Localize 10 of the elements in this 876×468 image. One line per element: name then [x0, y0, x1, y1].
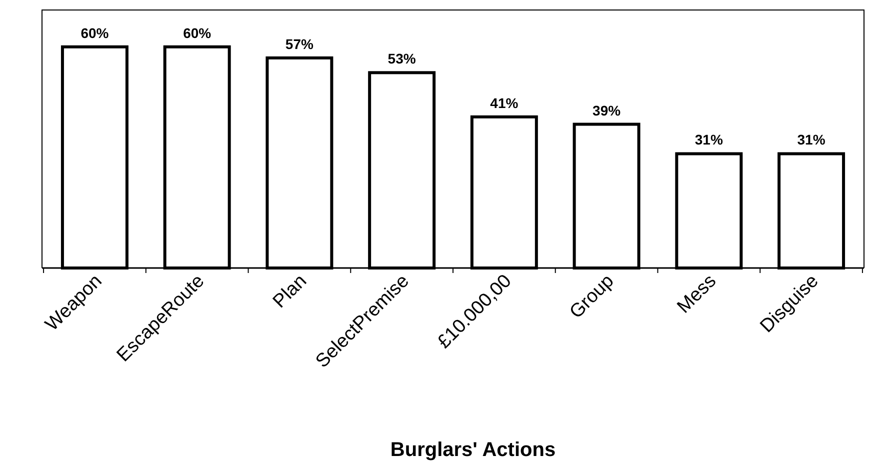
data-label: 60% — [183, 24, 212, 41]
data-label: 41% — [490, 94, 519, 111]
data-label: 60% — [80, 24, 110, 41]
data-label: 57% — [285, 36, 314, 52]
x-axis-title: Burglars' Actions — [390, 439, 556, 461]
data-label: 53% — [388, 50, 416, 67]
data-label: 31% — [694, 132, 724, 148]
data-label: 39% — [592, 102, 622, 118]
x-tick-label: Plan — [269, 270, 311, 312]
data-label: 31% — [797, 132, 826, 148]
